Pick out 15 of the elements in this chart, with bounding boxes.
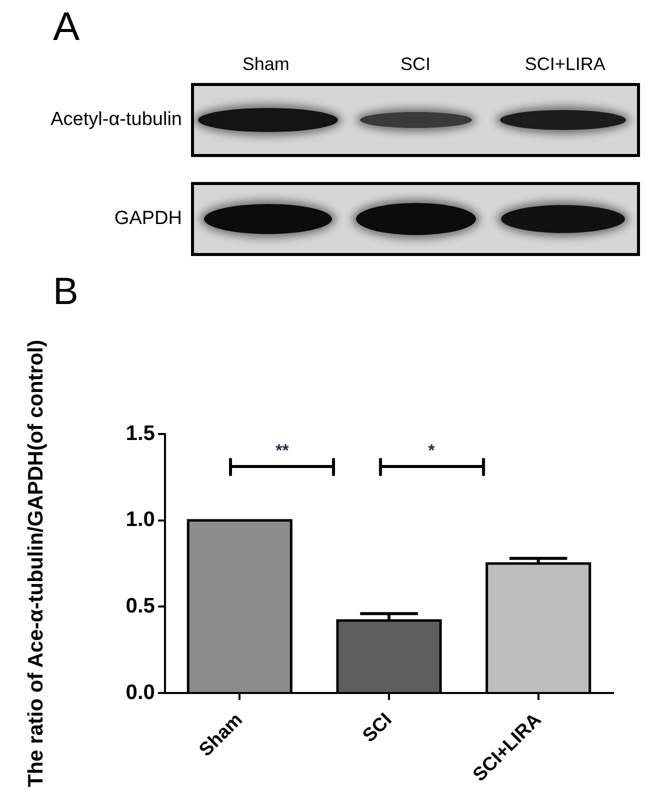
text: A <box>53 4 80 50</box>
annotation: ** <box>274 441 290 460</box>
annotation: * <box>427 441 436 460</box>
category-label: Sham <box>241 53 290 75</box>
y-tick-label: 0.0 <box>126 680 155 704</box>
y-tick-label: 1.5 <box>126 422 156 445</box>
category-label: Acetyl-α-tubulin <box>50 109 182 130</box>
category-label: SCI+LIRA <box>524 53 606 75</box>
category-label: SCI <box>399 53 432 75</box>
category-label: GAPDH <box>114 208 182 229</box>
y-tick-label: 0.5 <box>126 594 156 618</box>
x-tick-label: SCI <box>358 709 396 747</box>
y-tick-label: 1.0 <box>126 508 155 532</box>
chart-title: B <box>53 270 78 314</box>
y-axis-title: The ratio of Ace-α-tubulin/GAPDH(of control) <box>24 340 48 788</box>
